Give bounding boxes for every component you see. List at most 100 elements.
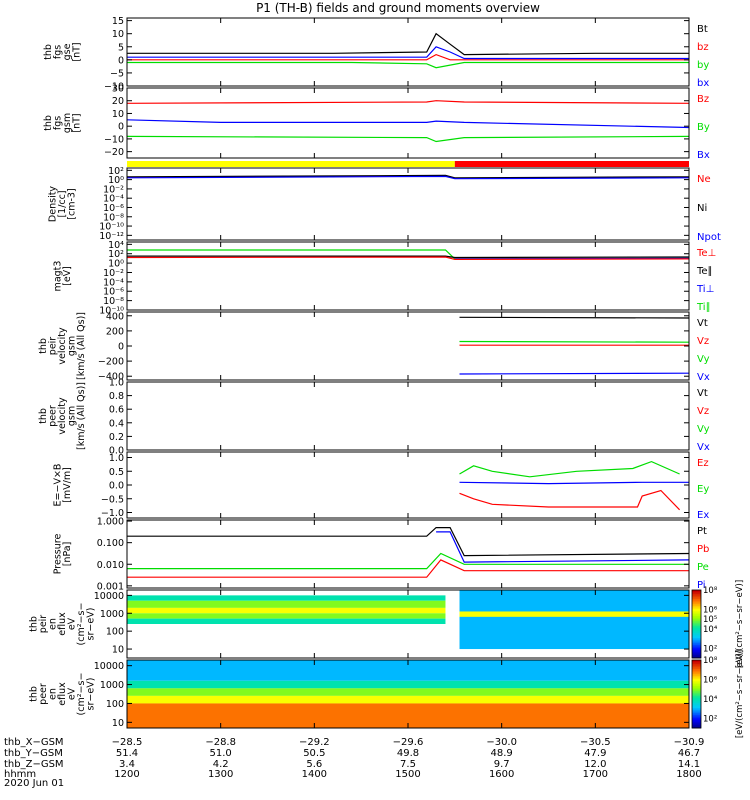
colorbar-segment (692, 707, 701, 710)
x-tick-label: 49.8 (397, 748, 419, 759)
y-tick-label: 100 (106, 699, 124, 710)
y-tick-label: 0.100 (97, 538, 124, 549)
legend-entry: by (697, 60, 709, 71)
y-axis-label: fgs (52, 45, 63, 59)
legend-entry: Ne (697, 174, 711, 185)
colorbar-segment (692, 661, 701, 664)
mode-bar (127, 161, 689, 167)
spectrogram-band (127, 618, 446, 624)
colorbar-segment (692, 646, 701, 649)
colorbar-segment (692, 678, 701, 681)
colorbar-segment (692, 644, 701, 647)
y-tick-label: 0 (118, 342, 124, 353)
colorbar-segment (692, 680, 701, 683)
colorbar-segment (692, 663, 701, 666)
y-axis-label: Pressure (52, 534, 63, 575)
panels: Btbzbybx151050−5−10thbfgsgse[nT]BzByBx30… (29, 16, 746, 738)
x-tick-label: 12.0 (584, 759, 606, 770)
y-tick-label: 10⁻¹⁰ (99, 306, 124, 317)
colorbar-segment (692, 613, 701, 616)
y-tick-label: 0 (118, 122, 124, 133)
x-tick-label: 50.5 (303, 748, 325, 759)
y-axis-label: peer (48, 405, 59, 427)
colorbar-segment (692, 682, 701, 685)
y-axis-label: thb (38, 408, 49, 424)
colorbar-tick-label: 10⁸ (703, 586, 718, 596)
y-tick-label: 10 (112, 109, 124, 120)
series-line-by (126, 135, 690, 143)
mode-bar-segment (127, 161, 455, 167)
legend-entry: Ti∥ (696, 302, 711, 313)
legend-entry: Bx (697, 150, 710, 161)
legend-entry: Bz (697, 94, 709, 105)
colorbar-segment (692, 660, 701, 663)
mode-bar-segment (454, 161, 689, 167)
y-tick-label: 1.0 (109, 378, 124, 389)
colorbar-segment (692, 632, 701, 635)
x-tick-label: 5.6 (306, 759, 322, 770)
colorbar-segment (692, 622, 701, 625)
y-tick-label: 0.0 (109, 446, 124, 457)
y-axis-label: thb (43, 44, 54, 60)
y-axis-label: [nT] (71, 42, 82, 61)
colorbar-segment (692, 709, 701, 712)
panel-frame (126, 451, 690, 519)
panel-density: Ne Ni Npot 10²10⁰10⁻²10⁻⁴10⁻⁶10⁻⁸10⁻¹⁰10⁻¹²… (48, 166, 721, 243)
y-tick-label: 10² (108, 166, 124, 177)
x-axis-row-label: hhmm (4, 769, 36, 780)
colorbar-segment (692, 726, 701, 729)
series-line-bz (127, 53, 689, 61)
legend-entry: Vy (697, 424, 710, 435)
x-axis-row-label: thb_Y−GSM (4, 748, 63, 759)
x-tick-label: 9.7 (494, 759, 510, 770)
y-tick-label: 20 (112, 96, 124, 107)
x-tick-label: 46.7 (678, 748, 700, 759)
x-tick-label: −30.5 (580, 737, 611, 748)
colorbar-segment (692, 668, 701, 671)
colorbar-segment (692, 651, 701, 654)
date-label: 2020 Jun 01 (4, 778, 64, 789)
y-axis-label: fgs (52, 116, 63, 130)
colorbar-segment (692, 649, 701, 652)
y-tick-label: −200 (98, 357, 124, 368)
panel-frame (126, 241, 690, 311)
series-line-ey (459, 460, 680, 478)
y-axis-label: peer (38, 683, 49, 705)
colorbar-segment (692, 692, 701, 695)
series-line-vx (459, 372, 690, 375)
series-line-te⊥ (126, 256, 690, 261)
colorbar-segment (692, 695, 701, 698)
colorbar-segment (692, 656, 701, 659)
y-axis-label: en (48, 688, 59, 700)
colorbar-label: [eV/(cm²−s−sr−eV)] (735, 580, 745, 668)
y-tick-label: 0.2 (109, 432, 124, 443)
series-line-bz (126, 100, 690, 104)
x-tick-label: −28.5 (112, 737, 143, 748)
y-tick-label: 10 (112, 645, 124, 656)
y-axis-label: eflux (57, 612, 68, 636)
x-tick-label: 1600 (489, 769, 514, 780)
legend-entry: Ey (697, 484, 709, 495)
y-tick-label: 10⁻² (103, 268, 124, 279)
colorbar-segment (692, 590, 701, 593)
series-line-ex (459, 481, 689, 485)
x-tick-label: −29.6 (393, 737, 424, 748)
y-tick-label: −5 (110, 68, 124, 79)
colorbar-segment (692, 615, 701, 618)
x-axis-row-label: thb_X−GSM (4, 737, 64, 748)
colorbar-segment (692, 595, 701, 598)
y-axis-label: thb (43, 115, 54, 131)
y-tick-label: 0.001 (97, 581, 124, 592)
legend-entry: Bt (697, 24, 708, 35)
spectrogram-band (127, 595, 446, 601)
y-axis-label: E=−V×B (52, 464, 63, 507)
legend-entry: Pt (697, 526, 707, 537)
x-tick-label: 47.9 (584, 748, 606, 759)
legend-entry: Te⊥ (696, 248, 716, 259)
legend-entry: Npot (697, 232, 721, 243)
colorbar-segment (692, 629, 701, 632)
